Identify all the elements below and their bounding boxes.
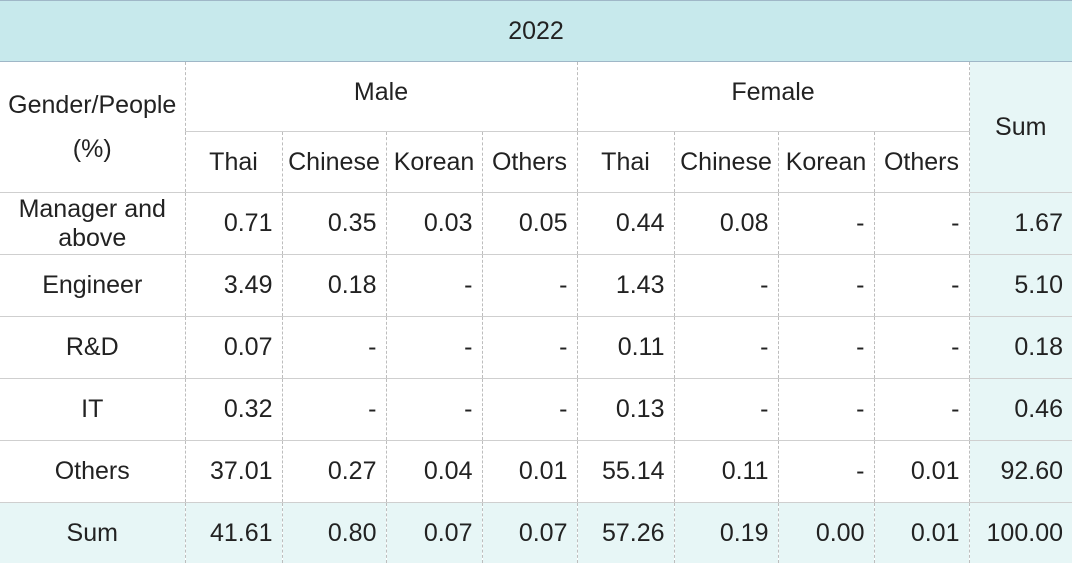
table-cell: 0.01 (482, 441, 577, 503)
nationality-header: Chinese (282, 132, 386, 193)
table-cell: - (282, 317, 386, 379)
row-label-line2: (%) (0, 127, 185, 171)
total-cell: 0.80 (282, 503, 386, 563)
table-cell: - (874, 255, 969, 317)
nationality-header: Others (482, 132, 577, 193)
table-cell: - (674, 379, 778, 441)
total-cell: 0.07 (482, 503, 577, 563)
table-cell: 0.27 (282, 441, 386, 503)
nationality-header: Thai (185, 132, 282, 193)
row-label-header: Gender/People (%) (0, 62, 185, 193)
table-cell: 0.04 (386, 441, 482, 503)
table-cell: - (386, 317, 482, 379)
table-cell: 55.14 (577, 441, 674, 503)
table-cell: 0.07 (185, 317, 282, 379)
gender-header-row: Gender/People (%) Male Female Sum (0, 62, 1072, 132)
row-sum-cell: 0.46 (969, 379, 1072, 441)
female-header: Female (577, 62, 969, 132)
row-label: IT (0, 379, 185, 441)
nationality-header: Thai (577, 132, 674, 193)
table-cell: - (778, 317, 874, 379)
total-cell: 41.61 (185, 503, 282, 563)
total-label: Sum (0, 503, 185, 563)
nationality-header: Others (874, 132, 969, 193)
table-cell: - (386, 379, 482, 441)
table-cell: - (482, 255, 577, 317)
sum-header: Sum (969, 62, 1072, 193)
table-cell: - (778, 193, 874, 255)
row-sum-cell: 0.18 (969, 317, 1072, 379)
table-cell: 0.08 (674, 193, 778, 255)
nationality-header: Korean (778, 132, 874, 193)
row-sum-cell: 5.10 (969, 255, 1072, 317)
table-cell: 37.01 (185, 441, 282, 503)
table-cell: - (674, 317, 778, 379)
table-row: Others 37.01 0.27 0.04 0.01 55.14 0.11 -… (0, 441, 1072, 503)
table-row: Engineer 3.49 0.18 - - 1.43 - - - 5.10 (0, 255, 1072, 317)
total-cell: 0.00 (778, 503, 874, 563)
row-sum-cell: 1.67 (969, 193, 1072, 255)
year-header: 2022 (0, 1, 1072, 62)
row-sum-cell: 92.60 (969, 441, 1072, 503)
row-label: Others (0, 441, 185, 503)
male-header: Male (185, 62, 577, 132)
table-cell: 0.11 (674, 441, 778, 503)
table-cell: - (874, 317, 969, 379)
row-label: Manager and above (0, 193, 185, 255)
table-cell: 0.03 (386, 193, 482, 255)
table-cell: - (778, 379, 874, 441)
table-cell: - (778, 255, 874, 317)
table-cell: 0.18 (282, 255, 386, 317)
table-cell: 0.13 (577, 379, 674, 441)
table-row: Manager and above 0.71 0.35 0.03 0.05 0.… (0, 193, 1072, 255)
table-cell: 0.05 (482, 193, 577, 255)
table-cell: - (874, 379, 969, 441)
total-cell: 0.07 (386, 503, 482, 563)
table-cell: 0.01 (874, 441, 969, 503)
table-cell: - (874, 193, 969, 255)
total-cell: 0.19 (674, 503, 778, 563)
year-row: 2022 (0, 1, 1072, 62)
table-cell: 0.35 (282, 193, 386, 255)
table-cell: 0.11 (577, 317, 674, 379)
table-cell: - (282, 379, 386, 441)
table-cell: 1.43 (577, 255, 674, 317)
table-cell: 0.32 (185, 379, 282, 441)
row-label-line1: Gender/People (0, 83, 185, 127)
nationality-header: Chinese (674, 132, 778, 193)
table-row: R&D 0.07 - - - 0.11 - - - 0.18 (0, 317, 1072, 379)
nationality-header: Korean (386, 132, 482, 193)
row-label: R&D (0, 317, 185, 379)
table-cell: - (386, 255, 482, 317)
table-row: IT 0.32 - - - 0.13 - - - 0.46 (0, 379, 1072, 441)
table-cell: 0.44 (577, 193, 674, 255)
total-cell: 57.26 (577, 503, 674, 563)
table-cell: 3.49 (185, 255, 282, 317)
table-cell: - (482, 379, 577, 441)
table-cell: 0.71 (185, 193, 282, 255)
total-cell: 0.01 (874, 503, 969, 563)
total-row: Sum 41.61 0.80 0.07 0.07 57.26 0.19 0.00… (0, 503, 1072, 563)
row-label: Engineer (0, 255, 185, 317)
grand-total-cell: 100.00 (969, 503, 1072, 563)
table-cell: - (778, 441, 874, 503)
table-cell: - (674, 255, 778, 317)
table-cell: - (482, 317, 577, 379)
